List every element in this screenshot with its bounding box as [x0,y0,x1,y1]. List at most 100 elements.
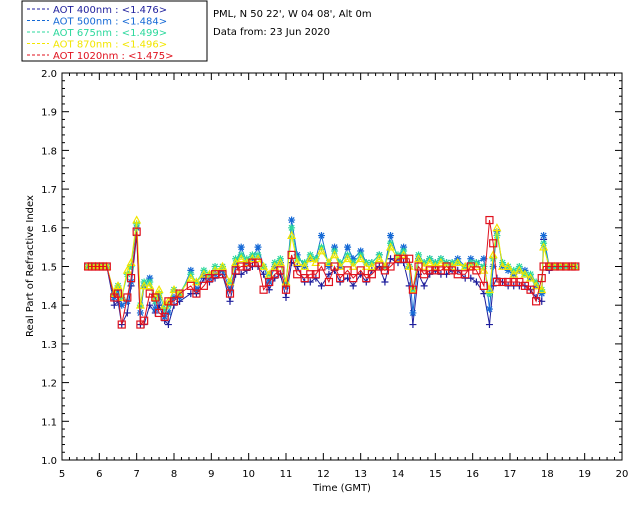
x-tick-label: 5 [59,469,65,480]
data-point [472,266,481,275]
data-point [357,247,365,255]
data-point [404,261,414,270]
data-point [270,261,280,270]
data-point [361,261,371,270]
data-point [169,284,179,294]
data-point [254,243,262,251]
data-point [409,309,417,317]
data-point [248,258,257,267]
data-point [325,263,333,270]
data-point [453,257,463,267]
data-point [316,246,326,255]
x-tick-label: 19 [578,469,591,480]
data-point [169,297,179,306]
data-point [485,321,493,329]
data-point [210,265,220,274]
data-point [311,257,321,267]
data-point [132,215,142,224]
data-point [399,250,409,259]
data-point [146,274,154,282]
data-point [472,278,480,286]
legend-label: AOT 870nm : <1.496> [53,40,167,51]
data-point [539,262,548,271]
data-point [218,270,227,279]
x-tick-label: 15 [429,469,442,480]
data-point [408,285,418,294]
data-point [102,262,111,271]
data-point [488,250,498,259]
y-tick-label: 1.3 [41,340,57,351]
data-point [123,309,131,317]
data-point [259,285,268,294]
data-point [253,258,263,267]
data-point [117,320,126,329]
x-tick-label: 6 [96,469,102,480]
data-point [161,305,169,313]
data-point [253,254,263,263]
data-point [187,266,195,274]
data-point [317,262,326,271]
data-point [324,277,334,287]
x-tick-label: 20 [616,469,629,480]
x-tick-label: 9 [208,469,214,480]
data-point [349,274,358,283]
data-point [531,281,541,290]
data-point [492,223,502,232]
data-point [431,266,440,275]
data-point [306,270,315,279]
legend-item-5: AOT 1020nm : <1.475> [27,51,173,62]
data-point [139,281,149,290]
data-point [237,243,245,251]
data-point [287,230,297,239]
data-point [265,277,274,287]
data-point [186,281,195,290]
data-point [282,293,290,301]
data-point [275,257,285,267]
x-tick-label: 11 [280,469,293,480]
data-point [532,297,541,306]
data-point [348,261,358,270]
data-point [504,266,512,274]
legend-items: AOT 400nm : <1.476>AOT 500nm : <1.484>AO… [27,5,173,62]
data-point [400,243,408,251]
data-point [493,228,501,236]
legend-item-3: AOT 675nm : <1.499> [27,28,167,39]
data-point [132,227,141,236]
data-point [538,290,546,298]
data-point [381,278,389,286]
data-point [175,288,185,297]
data-point [356,266,365,275]
data-point [520,269,530,278]
legend-border [21,0,208,62]
data-point [127,263,135,270]
data-point [317,282,325,290]
data-point [281,285,291,294]
data-point [356,254,366,263]
y-tick-label: 1.1 [41,417,57,428]
data-point [414,254,424,263]
data-point [218,261,228,270]
data-point [305,254,315,263]
data-point [387,255,395,263]
data-point [113,281,123,290]
data-point [545,262,554,271]
data-point [276,266,285,275]
data-point [122,265,132,274]
data-point [186,273,196,282]
data-point [293,251,301,259]
data-point [466,261,476,270]
data-point [199,269,209,278]
x-tick-label: 17 [504,469,517,480]
data-point [154,284,164,294]
data-point [317,232,325,240]
data-point [550,262,559,271]
data-point [485,305,493,313]
data-point [151,293,160,302]
legend-label: AOT 675nm : <1.499> [53,28,167,39]
data-point [414,262,423,271]
y-tick-label: 1.2 [41,379,57,390]
x-axis-title: Time (GMT) [312,483,371,494]
data-point [425,266,434,275]
data-point [324,257,334,267]
y-tick-label: 1.9 [41,108,57,119]
